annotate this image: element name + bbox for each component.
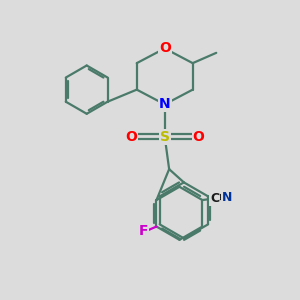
Text: S: S [160,130,170,144]
Text: O: O [193,130,205,144]
Text: O: O [159,41,171,56]
Text: F: F [139,224,148,238]
Text: O: O [125,130,137,144]
Text: N: N [159,98,170,111]
Text: C: C [210,192,219,205]
Text: N: N [222,190,233,204]
